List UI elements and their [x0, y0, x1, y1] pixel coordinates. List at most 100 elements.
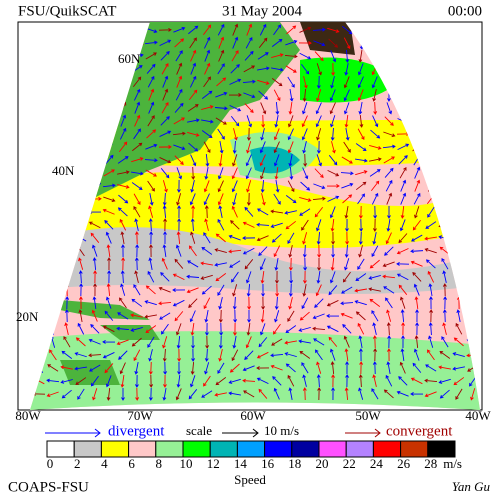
- wind-arrow: [456, 309, 461, 322]
- wind-arrow: [204, 36, 211, 49]
- wind-arrow: [382, 261, 395, 268]
- wind-arrow: [298, 41, 312, 45]
- wind-arrow: [120, 270, 125, 284]
- wind-arrow: [372, 232, 377, 245]
- wind-arrow: [247, 296, 252, 310]
- wind-arrow: [327, 27, 340, 33]
- wind-arrow: [428, 322, 433, 336]
- wind-arrow: [399, 219, 406, 232]
- wind-arrow: [371, 310, 379, 322]
- wind-arrow: [274, 258, 279, 271]
- wind-arrow: [259, 23, 267, 36]
- wind-arrow: [260, 179, 265, 193]
- wind-arrow: [106, 387, 111, 401]
- wind-arrow: [119, 218, 127, 231]
- wind-arrow: [302, 102, 308, 115]
- wind-arrow: [231, 167, 238, 180]
- wind-arrow: [328, 155, 338, 166]
- wind-arrow: [232, 36, 239, 49]
- wind-arrow: [258, 90, 269, 100]
- wind-arrow: [103, 196, 116, 203]
- wind-arrow: [344, 63, 349, 76]
- wind-arrow: [400, 205, 405, 219]
- wind-arrow: [190, 218, 195, 232]
- wind-arrow: [229, 260, 241, 268]
- wind-arrow: [287, 180, 295, 193]
- wind-arrow: [134, 374, 139, 388]
- wind-arrow: [218, 36, 225, 49]
- wind-arrow: [93, 270, 97, 284]
- wind-arrow: [160, 272, 170, 282]
- header-time: 00:00: [448, 3, 482, 19]
- wind-arrow: [247, 309, 251, 323]
- wind-arrow: [298, 326, 311, 332]
- wind-arrow: [414, 296, 419, 310]
- wind-arrow: [316, 128, 322, 141]
- colorbar-swatch: [318, 440, 347, 458]
- wind-arrow: [414, 335, 419, 349]
- wind-arrow: [144, 40, 158, 45]
- wind-arrow: [303, 76, 308, 89]
- wind-arrow: [342, 324, 352, 334]
- wind-arrow: [386, 361, 391, 374]
- wind-arrow: [330, 127, 335, 141]
- wind-arrow: [201, 119, 214, 124]
- wind-arrow: [312, 313, 325, 320]
- wind-arrow: [217, 128, 225, 140]
- wind-arrow: [357, 322, 365, 335]
- wind-arrow: [104, 220, 114, 230]
- wind-arrow: [370, 129, 381, 139]
- wind-arrow: [103, 169, 115, 177]
- wind-arrow: [245, 36, 253, 49]
- wind-arrow: [158, 301, 172, 306]
- wind-arrow: [60, 379, 73, 384]
- wind-arrow: [79, 283, 84, 297]
- wind-arrow: [203, 24, 212, 36]
- lon-label: 40W: [465, 408, 491, 423]
- wind-arrow: [284, 210, 297, 215]
- wind-arrow: [133, 88, 141, 101]
- wind-arrow: [205, 335, 210, 349]
- wind-arrow: [133, 284, 141, 296]
- wind-arrow: [64, 309, 69, 323]
- wind-arrow: [102, 208, 115, 215]
- wind-arrow: [135, 244, 140, 258]
- wind-arrow: [386, 322, 391, 336]
- wind-arrow: [133, 206, 141, 218]
- wind-arrow: [189, 75, 197, 88]
- wind-arrow: [218, 205, 223, 218]
- wind-arrow: [231, 180, 238, 193]
- wind-arrow: [289, 166, 294, 180]
- wind-arrow: [357, 128, 365, 141]
- colorbar-swatch: [46, 440, 75, 458]
- wind-arrow: [331, 231, 335, 245]
- wind-arrow: [190, 154, 197, 167]
- wind-arrow: [162, 75, 169, 88]
- wind-arrow: [344, 387, 349, 401]
- wind-arrow: [288, 387, 293, 400]
- colorbar-tick: 6: [128, 456, 135, 471]
- wind-arrow: [424, 378, 438, 383]
- wind-arrow: [175, 244, 182, 257]
- wind-arrow: [107, 270, 111, 284]
- wind-arrow: [159, 130, 172, 137]
- wind-arrow: [121, 257, 126, 271]
- wind-arrow: [271, 53, 284, 58]
- wind-arrow: [368, 287, 381, 292]
- wind-arrow: [354, 288, 367, 293]
- wind-arrow: [384, 246, 394, 256]
- wind-arrow: [203, 375, 211, 387]
- lon-label: 50W: [355, 408, 381, 423]
- wind-arrow: [314, 298, 324, 308]
- wind-arrow: [355, 170, 368, 176]
- wind-arrow: [190, 322, 195, 336]
- wind-arrow: [258, 37, 268, 48]
- wind-arrow: [261, 193, 266, 206]
- wind-arrow: [188, 298, 198, 308]
- wind-arrow: [317, 244, 322, 258]
- wind-arrow: [428, 283, 433, 296]
- colorbar-tick: 24: [370, 456, 384, 471]
- wind-arrow: [425, 259, 436, 269]
- wind-arrow: [274, 310, 280, 323]
- wind-arrow: [415, 309, 419, 323]
